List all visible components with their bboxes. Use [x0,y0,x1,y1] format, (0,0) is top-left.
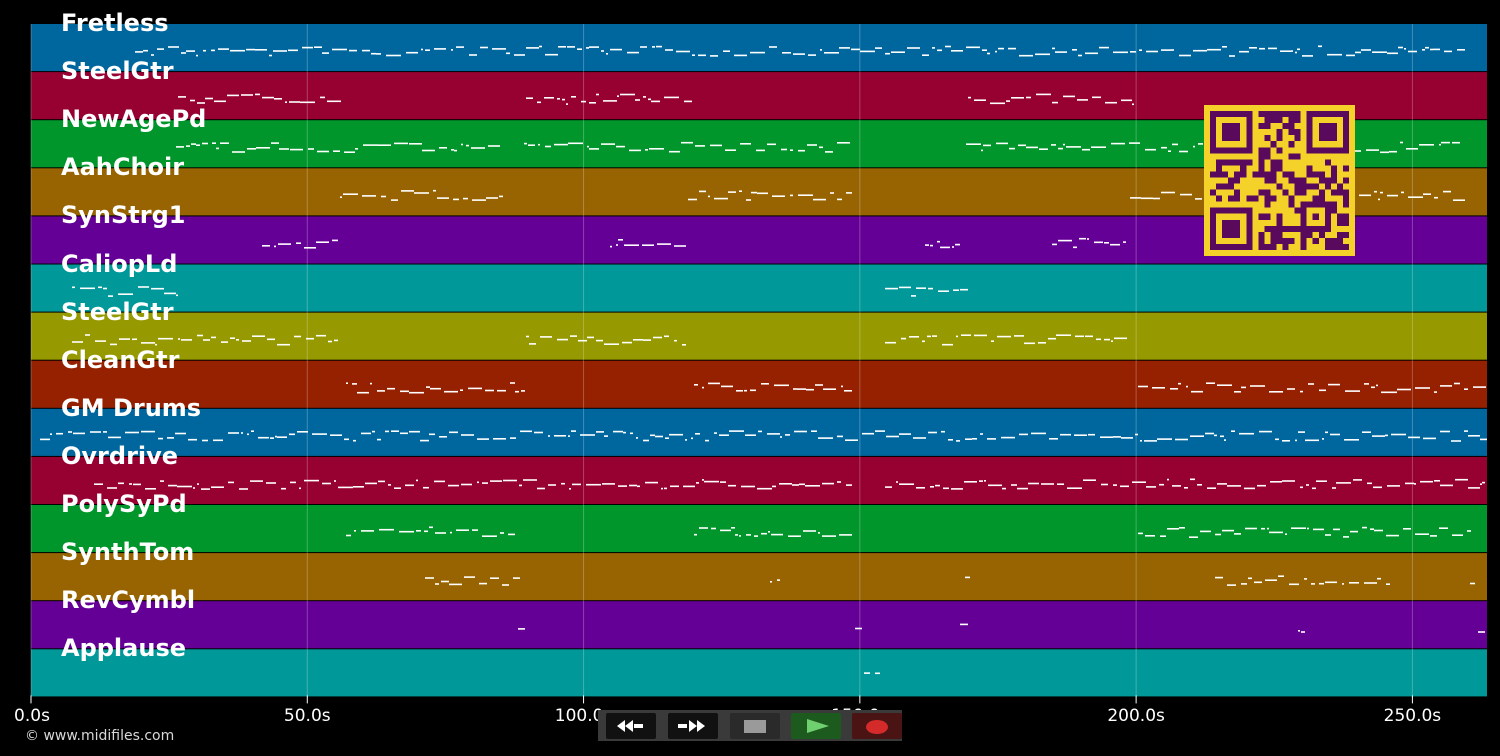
track-lane [31,456,1487,504]
track-notes [518,623,1485,633]
track-name: NewAgePd [61,105,207,134]
fast-forward-button[interactable] [668,713,718,739]
track-lane [31,553,1487,601]
play-button[interactable] [791,713,841,739]
track-name: Ovrdrive [61,441,179,470]
track-name: RevCymbl [61,586,196,615]
transport-controls [598,710,902,741]
rewind-button[interactable] [606,713,656,739]
time-tick-label: 250.0s [1383,706,1442,726]
track-lane [31,264,1487,312]
track-notes [425,575,1475,586]
record-button[interactable] [852,713,902,739]
track-lane [31,312,1487,360]
stop-icon [744,720,766,733]
track-name: Applause [61,634,187,663]
track-notes [94,478,1485,490]
track-name: SteelGtr [61,297,174,326]
time-tick-label: 50.0s [283,706,331,726]
track-notes [40,430,1487,442]
track-name: Fretless [61,9,169,37]
qr-code [1204,105,1355,256]
track-notes [864,672,880,675]
track-name: AahChoir [61,153,185,182]
time-tick-label: 0.0s [14,706,50,726]
track-notes [72,334,1127,346]
track-notes [135,45,1465,57]
track-lane [31,408,1487,456]
track-notes [346,382,1486,394]
track-notes [262,237,1126,249]
stop-button[interactable] [730,713,780,739]
track-lane [31,505,1487,553]
record-icon [866,720,888,734]
track-notes [346,526,1471,538]
track-name: CaliopLd [61,249,178,278]
track-name: CleanGtr [61,345,180,374]
time-tick-label: 200.0s [1107,706,1165,726]
rewind-icon [617,720,643,732]
fast-forward-icon [678,720,705,732]
track-lane [31,24,1487,72]
track-name: SteelGtr [61,57,174,86]
track-lane [31,360,1487,408]
time-tick-label: 100.0s [554,706,613,726]
track-name: GM Drums [61,393,202,422]
track-name: SynthTom [61,538,195,567]
track-lane [31,601,1487,649]
track-notes [72,286,968,297]
track-lane [31,649,1487,697]
track-name: PolySyPd [61,490,187,518]
play-icon [807,719,829,733]
track-name: SynStrg1 [61,201,186,230]
copyright-notice: © www.midifiles.com [25,728,175,744]
track-notes [178,93,1134,106]
